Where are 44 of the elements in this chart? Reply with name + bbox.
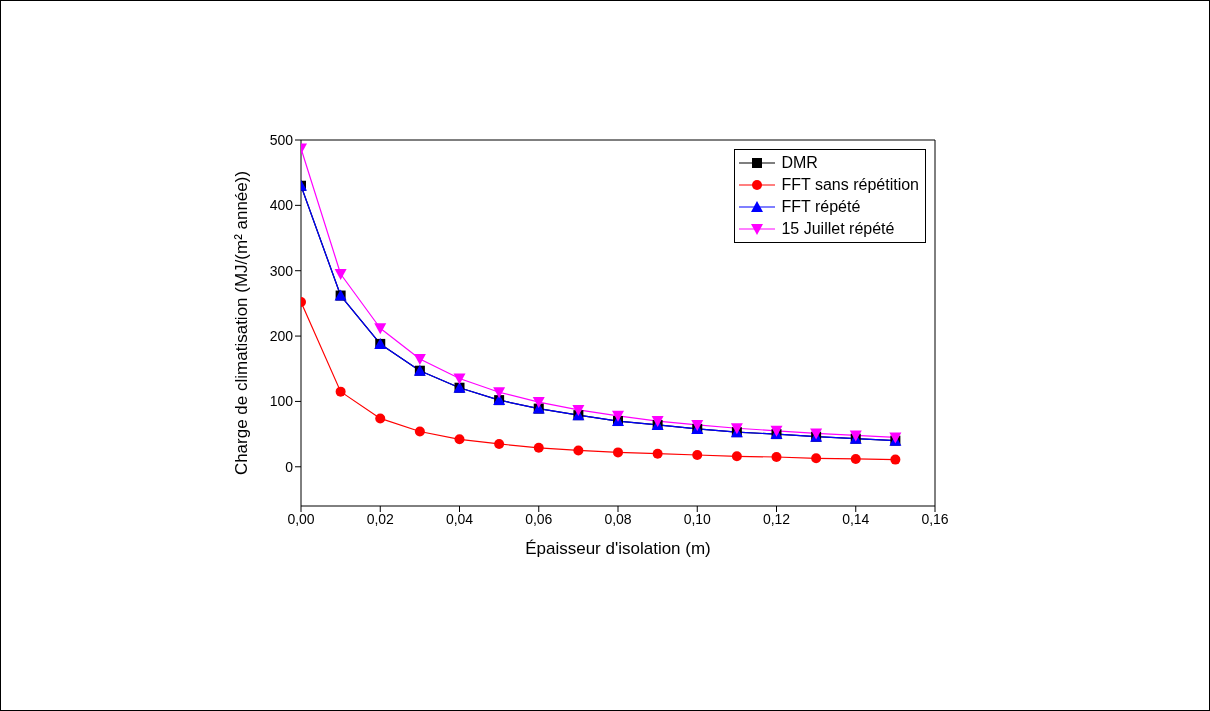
- x-tick-label: 0,16: [921, 510, 949, 527]
- x-tick-label: 0,04: [445, 510, 474, 527]
- point: [850, 453, 861, 464]
- x-tick-label: 0,14: [842, 510, 870, 527]
- y-tick-label: 0: [285, 458, 294, 475]
- legend-label: 15 Juillet répété: [781, 220, 895, 238]
- x-tick-label: 0,08: [604, 510, 632, 527]
- point: [334, 268, 347, 280]
- x-tick-label: 0,10: [683, 510, 712, 527]
- point: [533, 442, 544, 453]
- point: [652, 448, 663, 459]
- y-tick-label: 100: [269, 393, 294, 410]
- y-tick-label: 500: [269, 131, 294, 148]
- point: [572, 404, 585, 416]
- y-axis-title: Charge de climatisation (MJ/(m² année)): [232, 170, 252, 476]
- x-tick-label: 0,12: [762, 510, 791, 527]
- y-tick-label: 300: [269, 262, 294, 279]
- y-tick-label: 200: [269, 328, 294, 345]
- legend-label: FFT répété: [781, 198, 861, 216]
- point: [453, 373, 466, 385]
- point: [335, 386, 346, 397]
- point: [375, 413, 386, 424]
- point: [414, 426, 425, 437]
- point: [493, 387, 506, 399]
- point: [374, 323, 387, 335]
- legend-label: DMR: [781, 154, 818, 172]
- point: [811, 453, 822, 464]
- point: [731, 451, 742, 462]
- point: [612, 410, 624, 422]
- x-tick-label: 0,06: [525, 510, 553, 527]
- x-axis-title: Épaisseur d'isolation (m): [525, 539, 711, 558]
- point: [890, 454, 901, 465]
- point: [692, 450, 703, 461]
- point: [771, 451, 782, 462]
- point: [613, 447, 623, 458]
- point: [494, 438, 505, 449]
- x-tick-label: 0,02: [366, 510, 395, 527]
- legend-label: FFT sans répétition: [781, 176, 919, 194]
- point: [454, 434, 465, 445]
- point: [413, 353, 426, 365]
- point: [532, 397, 545, 409]
- y-tick-label: 400: [269, 197, 294, 214]
- point: [573, 445, 584, 456]
- x-tick-label: 0,00: [287, 510, 315, 527]
